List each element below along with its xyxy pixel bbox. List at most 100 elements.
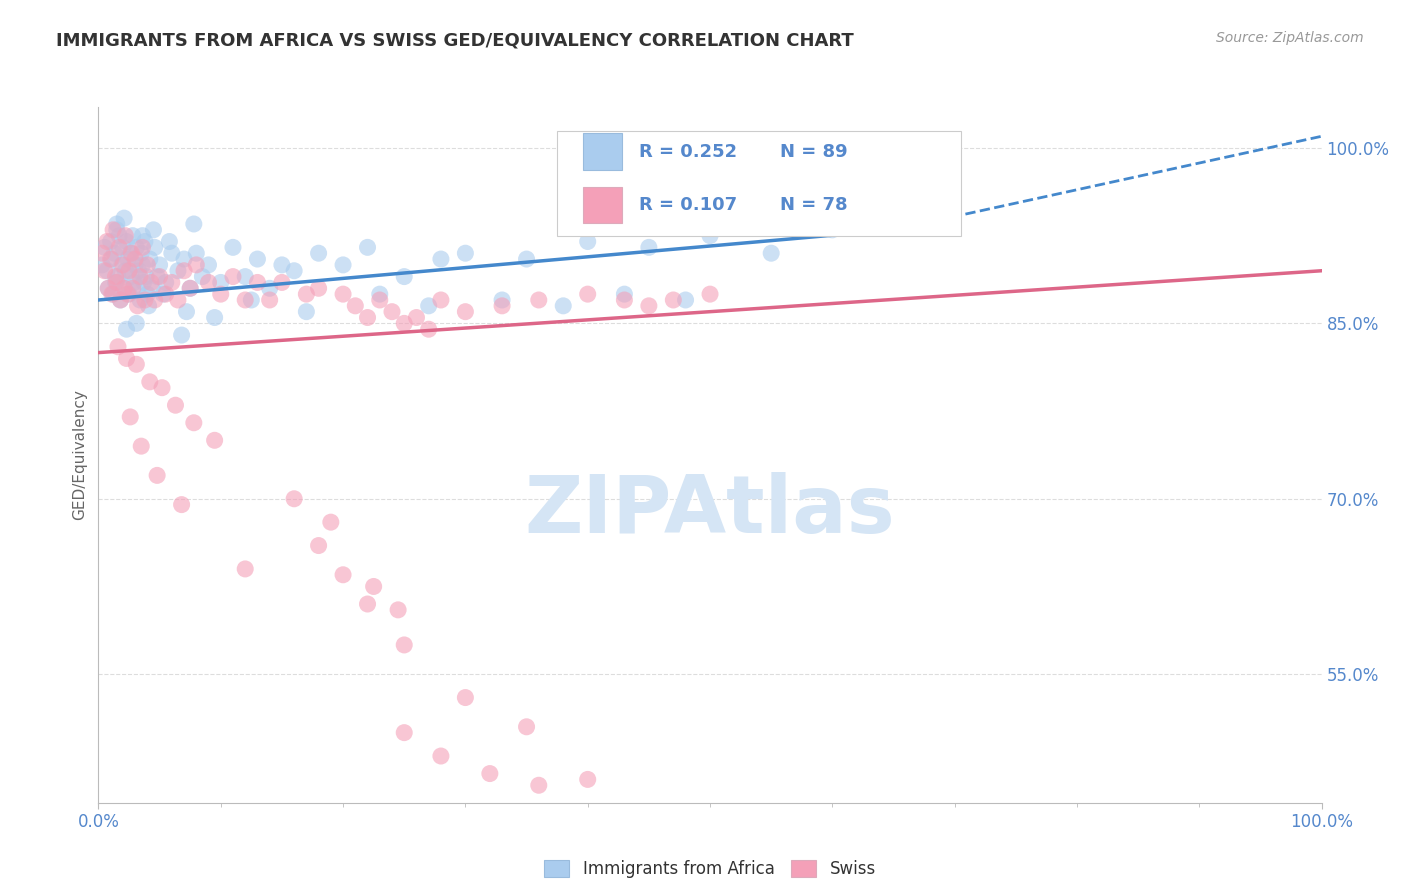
Point [100, 252, 122, 266]
Point [91, 258, 114, 272]
Point [115, 322, 138, 336]
Point [141, 281, 163, 295]
Point [131, 228, 153, 243]
Point [91, 246, 114, 260]
Point [138, 299, 160, 313]
Point [167, 293, 190, 307]
Point [183, 217, 205, 231]
Point [662, 293, 685, 307]
Point [112, 281, 135, 295]
Point [883, 211, 905, 226]
Point [93, 264, 115, 278]
Point [576, 287, 599, 301]
Point [191, 269, 214, 284]
Point [101, 252, 124, 266]
Point [209, 276, 232, 290]
Point [117, 252, 139, 266]
Text: R = 0.252: R = 0.252 [640, 143, 737, 161]
Point [527, 293, 550, 307]
Point [173, 252, 195, 266]
Point [120, 246, 142, 260]
Point [139, 375, 162, 389]
Point [117, 287, 139, 301]
Text: N = 78: N = 78 [780, 196, 848, 214]
Point [128, 264, 150, 278]
Point [110, 293, 132, 307]
Point [112, 281, 135, 295]
Point [93, 240, 115, 254]
Point [308, 246, 330, 260]
Point [209, 287, 232, 301]
Point [114, 228, 136, 243]
Point [516, 252, 538, 266]
Point [246, 252, 269, 266]
Point [176, 304, 198, 318]
Point [108, 228, 131, 243]
Point [405, 310, 427, 325]
Point [111, 258, 134, 272]
Point [105, 276, 128, 290]
Y-axis label: GED/Equivalency: GED/Equivalency [72, 390, 87, 520]
Point [136, 287, 159, 301]
Point [675, 293, 697, 307]
Point [131, 240, 153, 254]
Point [240, 293, 263, 307]
Point [104, 276, 127, 290]
Point [96, 264, 118, 278]
Point [136, 258, 159, 272]
Point [392, 725, 416, 739]
Point [160, 276, 183, 290]
Point [139, 276, 162, 290]
Point [111, 240, 134, 254]
Point [146, 468, 169, 483]
Point [356, 310, 378, 325]
Point [392, 269, 416, 284]
FancyBboxPatch shape [583, 134, 621, 169]
Point [107, 340, 129, 354]
Point [308, 539, 330, 553]
Point [122, 276, 145, 290]
Point [204, 310, 226, 325]
Point [233, 562, 256, 576]
Point [112, 211, 135, 226]
Point [381, 304, 404, 318]
Point [295, 304, 318, 318]
Point [183, 416, 205, 430]
Point [454, 246, 477, 260]
Point [699, 228, 721, 243]
Point [143, 293, 166, 307]
Point [368, 287, 391, 301]
Point [576, 235, 599, 249]
FancyBboxPatch shape [557, 131, 960, 235]
Point [135, 269, 157, 284]
Point [197, 258, 219, 272]
FancyBboxPatch shape [583, 187, 621, 223]
Point [222, 269, 245, 284]
Point [170, 498, 193, 512]
Point [283, 491, 305, 506]
Point [418, 322, 440, 336]
Point [111, 258, 134, 272]
Point [143, 240, 166, 254]
Point [139, 252, 162, 266]
Point [97, 281, 120, 295]
Point [157, 235, 180, 249]
Point [392, 638, 416, 652]
Point [100, 235, 122, 249]
Point [173, 264, 195, 278]
Point [186, 246, 208, 260]
Point [170, 328, 193, 343]
Text: ZIPAtlas: ZIPAtlas [524, 472, 896, 549]
Point [120, 409, 142, 424]
Point [344, 299, 367, 313]
Point [295, 287, 318, 301]
Legend: Immigrants from Africa, Swiss: Immigrants from Africa, Swiss [537, 854, 883, 885]
Point [115, 351, 138, 366]
Point [155, 276, 177, 290]
Point [129, 246, 152, 260]
Point [125, 317, 148, 331]
Point [132, 276, 155, 290]
Point [332, 567, 354, 582]
Point [165, 398, 187, 412]
Point [101, 287, 124, 301]
